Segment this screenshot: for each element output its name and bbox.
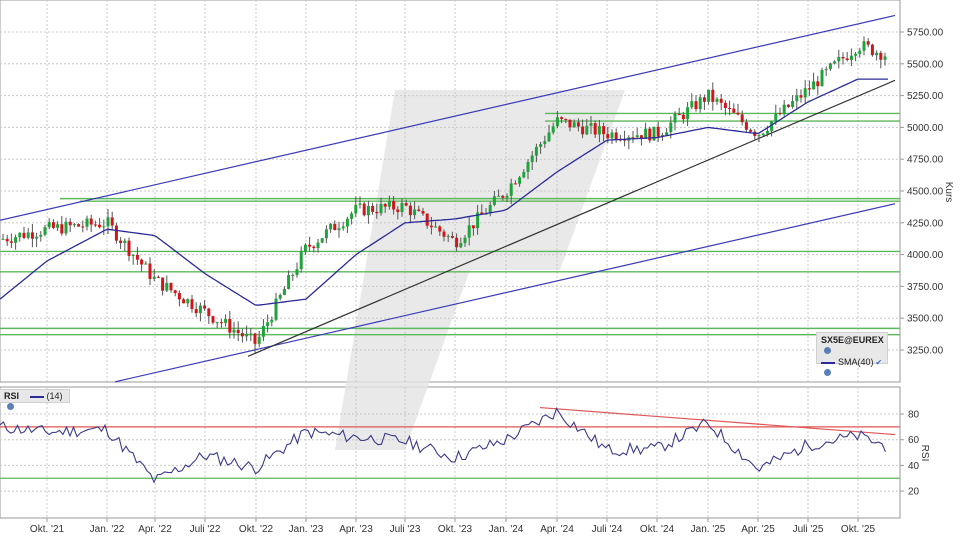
price-axis-title: Kurs (943, 182, 954, 203)
x-tick-label: Apr. '25 (741, 524, 775, 535)
legend-sma-row: SMA(40) ✔ (817, 355, 887, 379)
price-tick-label: 3250.00 (907, 346, 944, 357)
uptrend-line (247, 79, 896, 357)
price-tick-label: 4000.00 (907, 250, 944, 261)
price-legend: SX5E@EUREX SMA(40) ✔ (816, 332, 888, 377)
rsi-axis-title: RSI (919, 445, 930, 462)
x-tick-label: Jan. '22 (90, 524, 125, 535)
settings-gear-icon[interactable] (824, 347, 831, 355)
x-tick-label: Jan. '25 (691, 524, 726, 535)
rsi-swatch-icon (29, 395, 44, 398)
price-tick-label: 4500.00 (907, 187, 944, 198)
rsi-tick-label: 40 (908, 461, 920, 472)
x-tick-label: Okt. '25 (841, 524, 876, 535)
grid (0, 0, 904, 518)
watermark-logo (335, 90, 625, 450)
x-tick-label: Okt. '24 (640, 524, 675, 535)
x-tick-label: Apr. '22 (138, 524, 172, 535)
legend-instrument: SX5E@EUREX (821, 335, 884, 345)
support-levels (0, 112, 900, 336)
rsi-divergence-line (539, 406, 896, 436)
sma-40-line (0, 78, 888, 306)
legend-sma-label: SMA(40) (838, 357, 874, 367)
sma-settings-gear-icon[interactable] (824, 369, 831, 377)
rsi-tick-label: 20 (908, 487, 920, 498)
legend-title-row: SX5E@EUREX (817, 333, 887, 355)
x-tick-label: Okt. '22 (239, 524, 274, 535)
x-tick-label: Jan. '23 (289, 524, 324, 535)
upper-channel-line (0, 14, 896, 221)
rsi-legend: RSI (14) (0, 389, 70, 411)
rsi-tick-label: 60 (908, 435, 920, 446)
rsi-line (0, 407, 887, 484)
rsi-pane (0, 386, 901, 519)
price-tick-label: 5500.00 (907, 59, 944, 70)
price-tick-label: 4750.00 (907, 155, 944, 166)
rsi-period-label: (14) (46, 391, 63, 401)
price-tick-label: 4250.00 (907, 218, 944, 229)
rsi-tick-label: 80 (908, 410, 920, 421)
x-tick-label: Juli '22 (190, 524, 221, 535)
rsi-legend-title: RSI (4, 391, 20, 401)
x-tick-label: Juli '24 (592, 524, 623, 535)
price-tick-label: 3750.00 (907, 282, 944, 293)
x-tick-label: Juli '23 (390, 524, 421, 535)
rsi-settings-gear-icon[interactable] (7, 403, 14, 411)
x-tick-label: Okt. '21 (30, 524, 65, 535)
x-tick-label: Apr. '23 (339, 524, 373, 535)
x-tick-label: Jan. '24 (489, 524, 524, 535)
x-tick-label: Okt. '23 (438, 524, 473, 535)
price-tick-label: 5250.00 (907, 91, 944, 102)
sma-swatch-icon (821, 361, 835, 364)
price-tick-label: 5000.00 (907, 123, 944, 134)
visibility-check-icon[interactable]: ✔ (875, 358, 883, 367)
lower-channel-line (114, 203, 896, 383)
x-tick-label: Juli '25 (793, 524, 824, 535)
x-tick-label: Apr. '24 (540, 524, 574, 535)
price-tick-label: 5750.00 (907, 28, 944, 39)
price-tick-label: 3500.00 (907, 314, 944, 325)
